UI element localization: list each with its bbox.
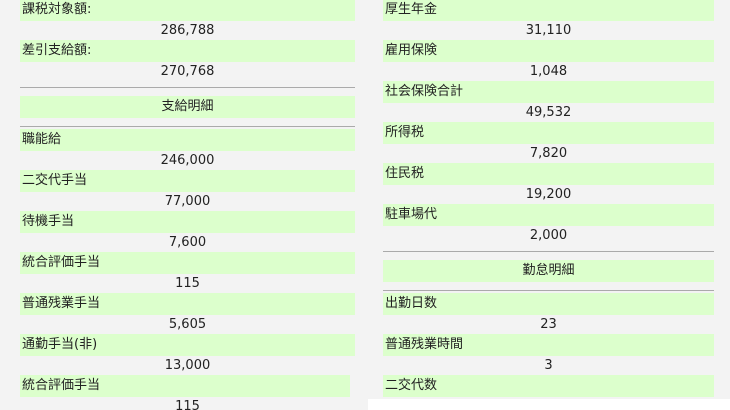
- item-label: 統合評価手当: [20, 375, 350, 397]
- deduction-panel: 厚生年金 31,110 雇用保険 1,048 社会保険合計 49,532 所得税 7,820 住…: [366, 0, 730, 399]
- item-label: 統合評価手当: [20, 252, 355, 274]
- item-label: 待機手当: [20, 211, 355, 233]
- section-title: 支給明細: [20, 96, 355, 118]
- item-value: 23: [540, 317, 557, 332]
- item-value: 49,532: [525, 105, 572, 120]
- item-value: 270,768: [160, 64, 215, 79]
- item-label: 住民税: [383, 163, 714, 185]
- item-label: 普通残業時間: [383, 334, 714, 356]
- divider: [383, 290, 714, 291]
- divider: [383, 251, 714, 252]
- item-value: 3: [544, 358, 553, 373]
- divider: [20, 87, 355, 88]
- item-value: 7,820: [529, 146, 568, 161]
- item-value: 5,605: [168, 317, 207, 332]
- item-value: 13,000: [164, 358, 211, 373]
- item-value: 2,000: [529, 228, 568, 243]
- item-label: 出勤日数: [383, 293, 714, 315]
- item-value: 115: [175, 276, 200, 291]
- item-value: 115: [175, 399, 200, 410]
- item-label: 厚生年金: [383, 0, 714, 21]
- item-value: 7,600: [168, 235, 207, 250]
- item-label: 所得税: [383, 122, 714, 144]
- item-label: 通勤手当(非): [20, 334, 355, 356]
- divider: [20, 126, 355, 127]
- item-label: 差引支給額:: [20, 40, 355, 62]
- item-value: 246,000: [160, 153, 215, 168]
- item-label: 二交代手当: [20, 170, 355, 192]
- item-label: 社会保険合計: [383, 81, 714, 103]
- item-label: 二交代数: [383, 375, 714, 397]
- item-value: 7: [383, 397, 714, 399]
- item-label: 課税対象額:: [20, 0, 355, 21]
- item-value: 77,000: [164, 194, 211, 209]
- item-label: 駐車場代: [383, 204, 714, 226]
- payment-panel: 課税対象額: 286,788 差引支給額: 270,768 支給明細職能給 246,000…: [0, 0, 368, 410]
- item-label: 職能給: [20, 129, 355, 151]
- item-value: 1,048: [529, 64, 568, 79]
- item-value: 19,200: [525, 187, 572, 202]
- section-title: 勤怠明細: [383, 260, 714, 282]
- item-label: 雇用保険: [383, 40, 714, 62]
- item-value: 31,110: [525, 23, 572, 38]
- item-value: 286,788: [160, 23, 215, 38]
- item-label: 普通残業手当: [20, 293, 355, 315]
